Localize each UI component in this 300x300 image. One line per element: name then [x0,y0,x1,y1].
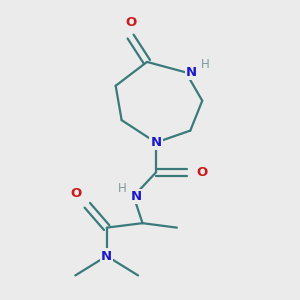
Text: H: H [201,58,210,71]
Text: O: O [70,188,82,200]
Text: H: H [118,182,127,195]
Text: O: O [196,166,207,179]
Text: N: N [150,136,161,149]
Text: O: O [125,16,136,29]
Text: N: N [131,190,142,203]
Text: N: N [101,250,112,262]
Text: N: N [186,66,197,79]
